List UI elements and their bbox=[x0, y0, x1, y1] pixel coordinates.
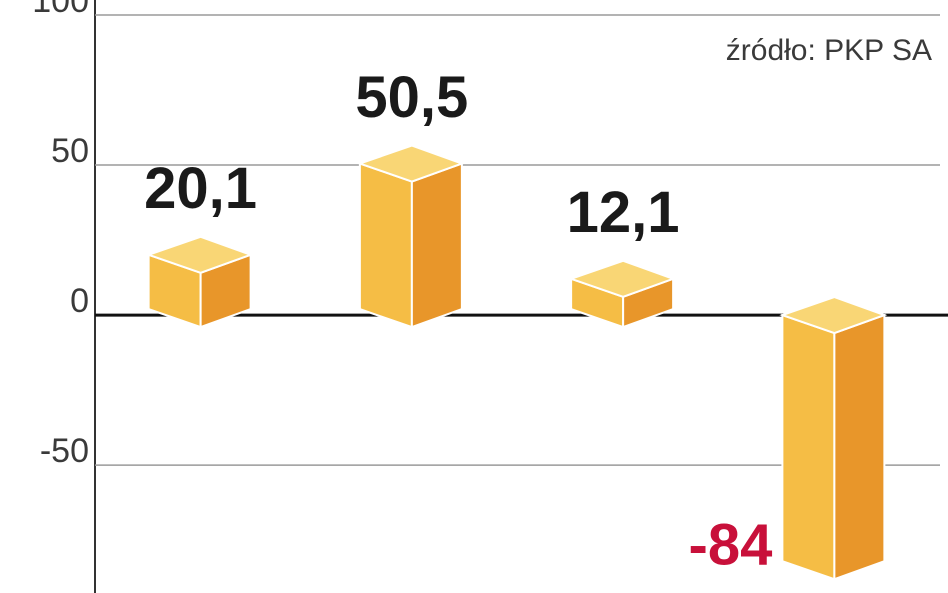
bar-front bbox=[781, 313, 836, 581]
bar-top bbox=[145, 235, 254, 274]
bar bbox=[356, 144, 465, 329]
y-tick-label: 50 bbox=[51, 132, 89, 170]
value-label: 12,1 bbox=[567, 180, 680, 245]
bar bbox=[568, 259, 677, 329]
bar-side bbox=[410, 162, 463, 329]
source: źródło: PKP SA bbox=[726, 34, 932, 67]
bar-side bbox=[833, 313, 886, 581]
bar-top bbox=[568, 259, 677, 298]
bar-top bbox=[356, 144, 465, 183]
bar-front bbox=[358, 162, 413, 329]
y-tick-label: -50 bbox=[40, 432, 89, 470]
y-tick-label: 0 bbox=[70, 282, 89, 320]
bar-top bbox=[779, 296, 888, 335]
bar bbox=[779, 296, 888, 581]
bar bbox=[145, 235, 254, 329]
value-label: -84 bbox=[689, 513, 773, 578]
value-label: 20,1 bbox=[144, 156, 257, 221]
value-label: 50,5 bbox=[355, 65, 468, 130]
y-tick-label: 100 bbox=[32, 0, 89, 20]
